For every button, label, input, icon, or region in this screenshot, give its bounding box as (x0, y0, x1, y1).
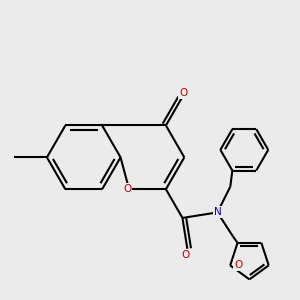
Text: O: O (123, 184, 131, 194)
Text: N: N (214, 207, 221, 218)
Text: O: O (182, 250, 190, 260)
Text: O: O (234, 260, 242, 270)
Text: O: O (179, 88, 188, 98)
